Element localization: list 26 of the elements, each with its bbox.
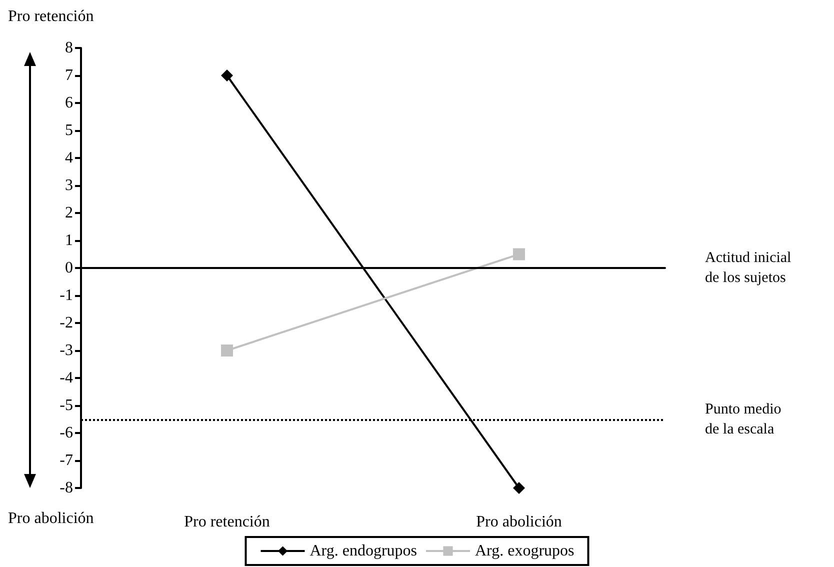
- y-tick-label: 8: [65, 40, 73, 56]
- y-tick-label: 3: [65, 177, 73, 194]
- y-tick-label: 6: [65, 94, 73, 112]
- y-tick-label: -1: [60, 287, 73, 304]
- y-tick-label: 4: [65, 150, 73, 166]
- y-tick-label: 5: [65, 122, 73, 139]
- y-tick-label: 2: [65, 204, 73, 222]
- ref-line-label: Actitud inicial de los sujetos: [705, 250, 792, 286]
- point: [221, 344, 233, 356]
- y-tick-label: -2: [60, 314, 73, 332]
- point: [513, 248, 525, 260]
- y-tick-label: 1: [65, 232, 73, 249]
- y-tick-label: -7: [60, 452, 73, 469]
- legend-label: Arg. endogrupos: [310, 542, 417, 560]
- legend-label: Arg. exogrupos: [475, 542, 574, 560]
- y-tick-label: -6: [60, 424, 73, 442]
- point: [221, 70, 233, 82]
- y-tick-label: -5: [60, 397, 73, 414]
- y-tick-label: -8: [60, 480, 73, 496]
- point: [513, 482, 525, 494]
- y-tick-label: -4: [60, 370, 73, 386]
- text: Pro retención: [8, 8, 94, 26]
- y-tick-label: 7: [65, 67, 73, 84]
- y-tick-label: 0: [65, 260, 73, 276]
- y-tick-label: -3: [60, 342, 73, 359]
- ref-line-label: Punto medio de la escala: [705, 401, 782, 438]
